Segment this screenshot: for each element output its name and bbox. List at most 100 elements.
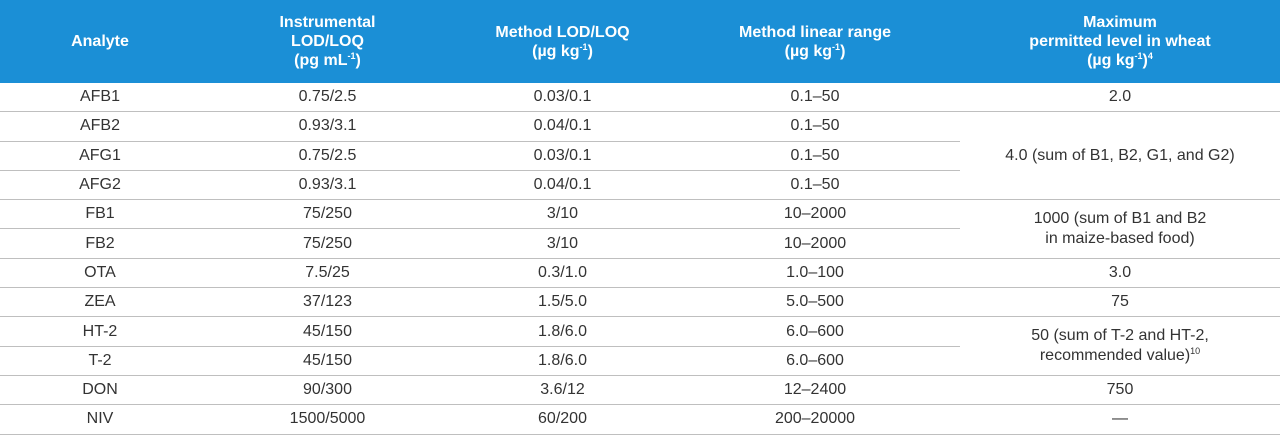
table-cell: DON: [0, 375, 200, 406]
text: ): [840, 42, 846, 60]
table-cell: AFG1: [0, 141, 200, 171]
table-cell: 1.5/5.0: [455, 287, 670, 318]
text-line: recommended value)10: [960, 346, 1280, 366]
table-row: FB1 75/250 3/10 10–2000 1000 (sum of B1 and …: [0, 199, 1280, 259]
text: Instrumental: [279, 14, 376, 31]
text-line: Method linear range: [670, 23, 960, 42]
superscript: 10: [1190, 346, 1201, 357]
table-cell: 0.1–50: [670, 111, 960, 142]
table-row: T-2 45/150 1.8/6.0 6.0–600: [0, 346, 1280, 376]
text: in maize-based food): [1045, 229, 1195, 247]
text-line: (µg kg-1): [455, 42, 670, 61]
table-cell: 1.8/6.0: [455, 316, 670, 347]
table-row: AFB2 0.93/3.1 0.04/0.1 0.1–50 4.0 (sum of B1…: [0, 111, 1280, 201]
table-cell: 10–2000: [670, 199, 960, 230]
table-cell: 0.1–50: [670, 83, 960, 113]
text-line: Maximum: [960, 13, 1280, 32]
header-cell: Maximum permitted level in wheat (µg kg-1)…: [960, 0, 1280, 83]
text-line: —: [960, 409, 1280, 429]
text: 2.0: [1108, 88, 1132, 106]
table-cell: 45/150: [200, 316, 455, 347]
text-line: 75: [960, 292, 1280, 312]
superscript: -1: [579, 41, 588, 52]
table-cell: AFB1: [0, 83, 200, 113]
table-cell: 12–2400: [670, 375, 960, 406]
text: Method LOD/LOQ: [495, 23, 630, 41]
table-cell: 3/10: [455, 228, 670, 259]
text: ): [587, 42, 593, 60]
table-cell: 0.04/0.1: [455, 170, 670, 201]
text-line: 4.0 (sum of B1, B2, G1, and G2): [960, 146, 1280, 166]
text: (pg mL: [294, 52, 348, 69]
table-cell: HT-2: [0, 316, 200, 347]
text: (µg kg: [1087, 52, 1135, 69]
text-line: permitted level in wheat: [960, 32, 1280, 51]
table-body: AFB1 0.75/2.5 0.03/0.1 0.1–50 2.0 AFB2 0.93/3.…: [0, 83, 1280, 435]
text-line: (pg mL-1): [200, 51, 455, 70]
header-row: Analyte Instrumental LOD/LOQ (pg mL-1) Metho…: [0, 0, 1280, 83]
table-cell: 7.5/25: [200, 258, 455, 289]
superscript: -1: [832, 41, 841, 52]
table-cell: 60/200: [455, 404, 670, 435]
table-cell: 1.0–100: [670, 258, 960, 289]
text-line: 50 (sum of T-2 and HT-2,: [960, 326, 1280, 346]
text-line: 750: [960, 380, 1280, 400]
text-line: 1000 (sum of B1 and B2: [960, 209, 1280, 229]
limit-cell: 1000 (sum of B1 and B2 in maize-based foo…: [960, 199, 1280, 259]
table-cell: NIV: [0, 404, 200, 435]
text-line: Analyte: [0, 32, 200, 51]
table-row: AFB1 0.75/2.5 0.03/0.1 0.1–50 2.0: [0, 83, 1280, 113]
text: 50 (sum of T-2 and HT-2,: [1031, 327, 1209, 345]
text-line: 3.0: [960, 263, 1280, 283]
table-cell: 37/123: [200, 287, 455, 318]
table-row: ZEA 37/123 1.5/5.0 5.0–500 75: [0, 287, 1280, 318]
text: 1000 (sum of B1 and B2: [1033, 209, 1207, 227]
text: ): [1142, 52, 1148, 69]
table-cell: 6.0–600: [670, 346, 960, 376]
table-cell: FB1: [0, 199, 200, 230]
text: permitted level in wheat: [1029, 33, 1211, 50]
text-line: (µg kg-1)4: [960, 51, 1280, 70]
text-line: in maize-based food): [960, 229, 1280, 249]
table-cell: FB2: [0, 228, 200, 259]
header-cell: Method linear range (µg kg-1): [670, 0, 960, 83]
table-cell: 90/300: [200, 375, 455, 406]
header-cell: Instrumental LOD/LOQ (pg mL-1): [200, 0, 455, 83]
table-cell: AFG2: [0, 170, 200, 201]
header-cell: Method LOD/LOQ (µg kg-1): [455, 0, 670, 83]
table-cell: OTA: [0, 258, 200, 289]
text: ): [355, 52, 361, 69]
table-cell: 0.93/3.1: [200, 170, 455, 201]
text: 4.0 (sum of B1, B2, G1, and G2): [1005, 146, 1235, 164]
table-cell: AFB2: [0, 111, 200, 142]
text: (µg kg: [784, 42, 833, 60]
table-cell: 0.1–50: [670, 141, 960, 171]
table-cell: 0.3/1.0: [455, 258, 670, 289]
table-row: HT-2 45/150 1.8/6.0 6.0–600 50 (sum of T-2 a…: [0, 316, 1280, 376]
text: 75: [1111, 293, 1129, 311]
superscript: -1: [1134, 51, 1143, 61]
table-cell: T-2: [0, 346, 200, 376]
limit-cell: —: [960, 404, 1280, 435]
text: recommended value): [1039, 347, 1191, 365]
limit-cell: 2.0: [960, 83, 1280, 113]
table-cell: 0.03/0.1: [455, 83, 670, 113]
table-row: AFG1 0.75/2.5 0.03/0.1 0.1–50: [0, 141, 1280, 171]
table-cell: 6.0–600: [670, 316, 960, 347]
table-cell: 75/250: [200, 199, 455, 230]
table-row: NIV 1500/5000 60/200 200–20000 —: [0, 404, 1280, 435]
table-cell: 200–20000: [670, 404, 960, 435]
text-line: Instrumental: [200, 13, 455, 32]
limit-cell: 4.0 (sum of B1, B2, G1, and G2): [960, 111, 1280, 201]
header-cell: Analyte: [0, 0, 200, 83]
superscript: 4: [1147, 51, 1153, 61]
table-row: OTA 7.5/25 0.3/1.0 1.0–100 3.0: [0, 258, 1280, 289]
table-row: DON 90/300 3.6/12 12–2400 750: [0, 375, 1280, 406]
table-row: FB2 75/250 3/10 10–2000: [0, 228, 1280, 259]
text: 3.0: [1108, 263, 1132, 281]
text-line: (µg kg-1): [670, 42, 960, 61]
text-line: 2.0: [960, 87, 1280, 107]
superscript: -1: [347, 51, 356, 61]
